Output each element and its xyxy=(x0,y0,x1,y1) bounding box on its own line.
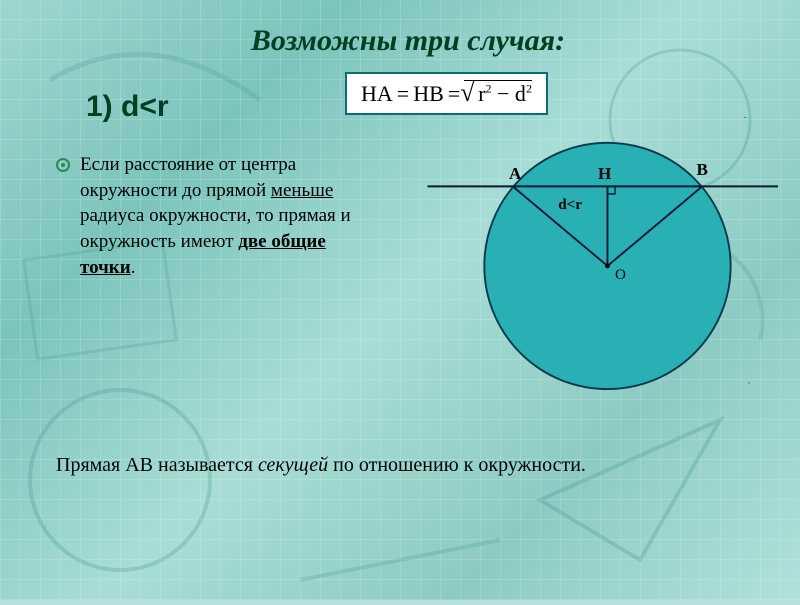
circle-diagram: A H B O d<r . . xyxy=(418,92,738,392)
svg-text:.: . xyxy=(744,110,747,121)
bullet-icon xyxy=(56,158,70,172)
label-O: O xyxy=(615,266,626,283)
label-A: A xyxy=(509,164,522,183)
svg-text:.: . xyxy=(748,375,751,386)
label-dr: d<r xyxy=(558,196,582,213)
text-column: Если расстояние от центра окружности до … xyxy=(56,152,376,280)
body-paragraph: Если расстояние от центра окружности до … xyxy=(80,152,376,280)
label-B: B xyxy=(697,160,708,179)
label-H: H xyxy=(598,164,611,183)
formula-lhs1: HA xyxy=(361,81,393,107)
slide-content: Возможны три случая: HA = HB = r2 − d2 1… xyxy=(0,0,800,600)
footer-sentence: Прямая AB называется секущей по отношени… xyxy=(56,454,760,477)
slide-title: Возможны три случая: xyxy=(56,24,760,58)
